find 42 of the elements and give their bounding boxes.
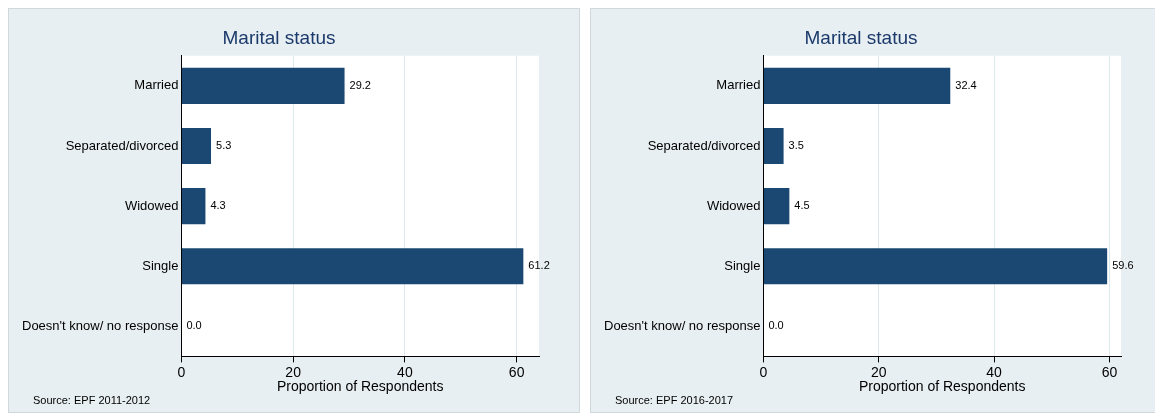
data-label: 0.0	[768, 319, 784, 332]
bar	[763, 248, 1108, 285]
y-tick-label: Married	[134, 77, 179, 93]
y-tick-label: Doesn't know/ no response	[22, 317, 179, 333]
data-label: 61.2	[528, 259, 550, 272]
x-tick-label: 40	[397, 363, 413, 380]
x-axis-title: Proportion of Respondents	[276, 378, 444, 395]
x-tick-label: 0	[759, 363, 768, 380]
bar	[181, 127, 212, 165]
source-note: Source: EPF 2011-2012	[33, 393, 151, 406]
data-label: 32.4	[955, 78, 977, 91]
x-tick-label: 0	[177, 363, 186, 380]
data-label: 3.5	[788, 139, 804, 152]
x-tick-label: 60	[1101, 363, 1118, 380]
x-tick-label: 40	[986, 363, 1003, 380]
data-label: 4.3	[210, 199, 226, 212]
chart-title: Marital status	[804, 26, 918, 48]
bar	[763, 188, 790, 225]
bar	[181, 67, 345, 104]
data-label: 5.3	[216, 139, 232, 152]
data-label: 0.0	[186, 319, 202, 332]
x-axis-title: Proportion of Respondents	[858, 378, 1026, 395]
y-tick-label: Widowed	[124, 197, 179, 213]
x-tick-label: 60	[508, 363, 525, 380]
chart-title: Marital status	[222, 26, 336, 48]
bar	[763, 127, 784, 165]
y-tick-label: Doesn't know/ no response	[604, 317, 761, 333]
data-label: 29.2	[349, 78, 371, 91]
y-tick-label: Widowed	[706, 197, 761, 213]
x-tick-label: 20	[285, 363, 302, 380]
y-tick-label: Married	[716, 77, 761, 93]
y-tick-label: Separated/divorced	[65, 137, 179, 153]
x-tick-label: 20	[870, 363, 887, 380]
data-label: 59.6	[1112, 259, 1134, 272]
bar	[181, 248, 524, 285]
y-tick-label: Single	[724, 257, 761, 273]
y-tick-label: Separated/divorced	[647, 137, 761, 153]
source-note: Source: EPF 2016-2017	[615, 393, 734, 406]
y-tick-label: Single	[142, 257, 179, 273]
data-label: 4.5	[794, 199, 810, 212]
bar	[763, 67, 951, 104]
bar	[181, 188, 206, 225]
